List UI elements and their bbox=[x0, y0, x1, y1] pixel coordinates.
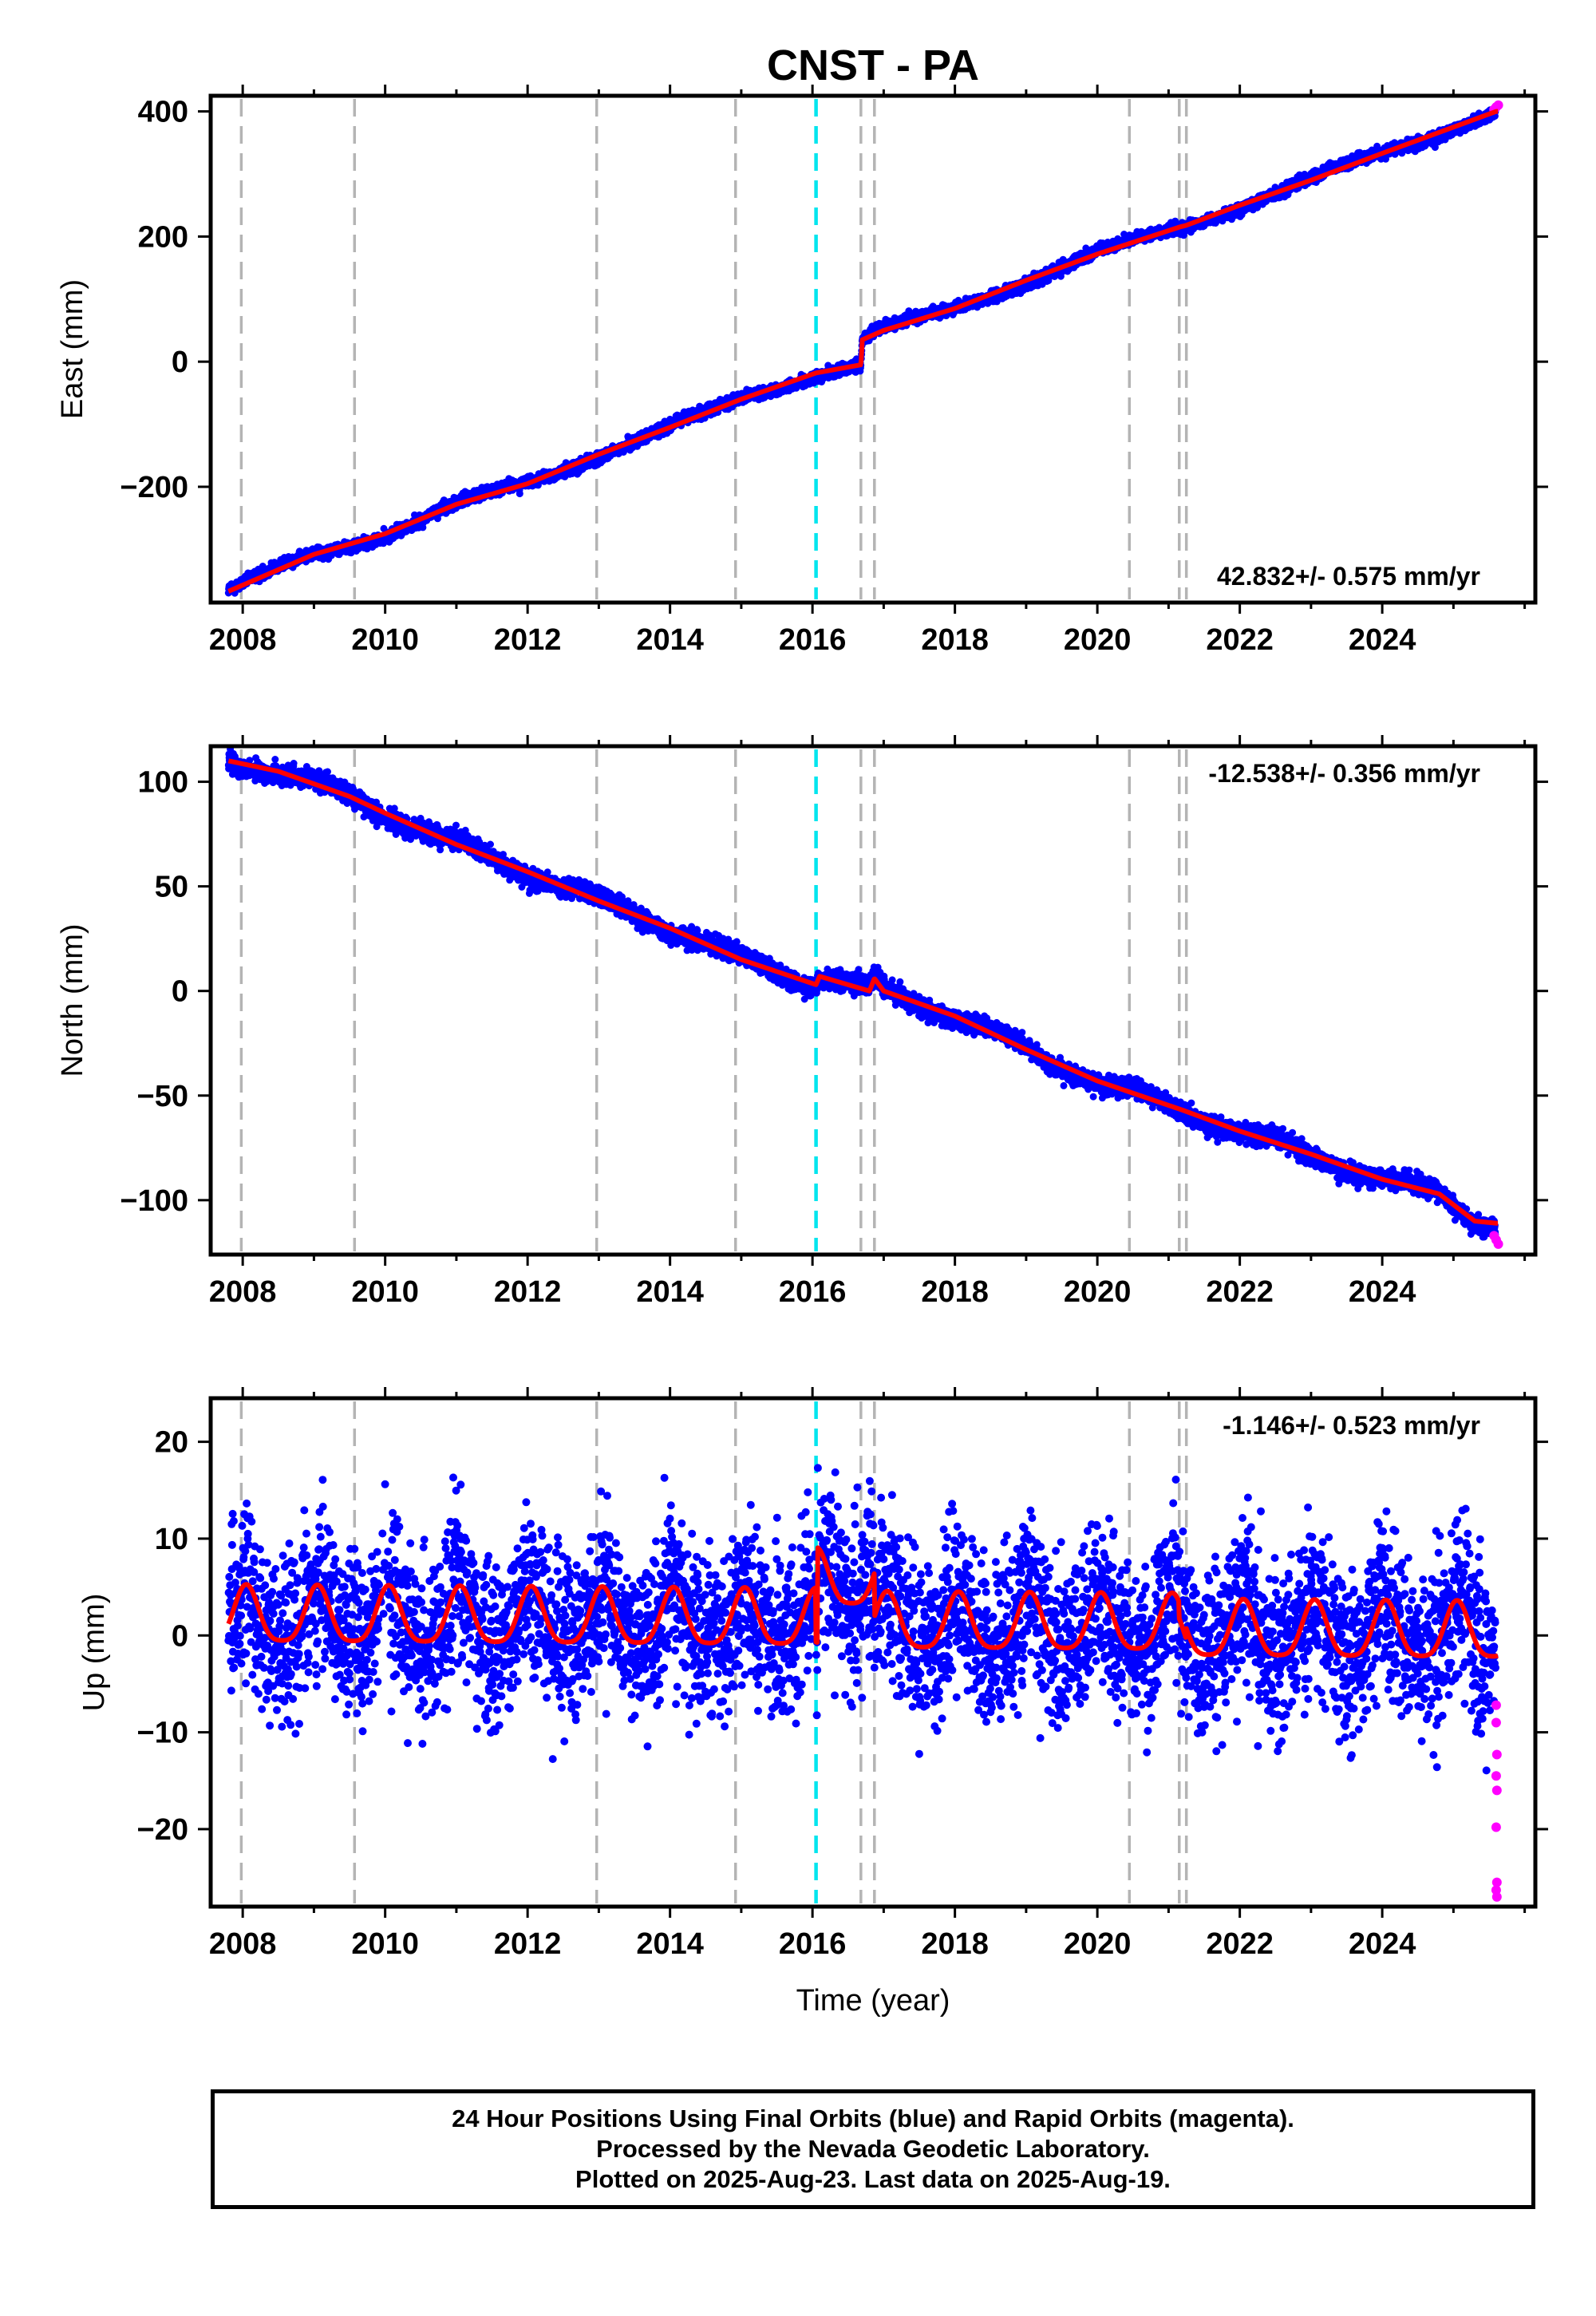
caption-line-2: Processed by the Nevada Geodetic Laborat… bbox=[596, 2135, 1150, 2163]
x-tick-label: 2014 bbox=[636, 623, 704, 657]
y-tick-label: 400 bbox=[138, 96, 188, 129]
x-tick-label: 2008 bbox=[209, 623, 277, 657]
x-tick-label: 2022 bbox=[1206, 623, 1274, 657]
rapid-orbit-point bbox=[1493, 1239, 1503, 1249]
y-tick-label: −200 bbox=[120, 471, 188, 504]
rate-label: -1.146+/- 0.523 mm/yr bbox=[1223, 1411, 1480, 1440]
x-tick-label: 2008 bbox=[209, 1927, 277, 1961]
y-axis-title: East (mm) bbox=[56, 279, 89, 419]
x-tick-label: 2018 bbox=[921, 623, 989, 657]
model-line bbox=[227, 758, 1500, 1226]
y-tick-label: 0 bbox=[172, 1619, 188, 1653]
rapid-orbit-point bbox=[1491, 1771, 1501, 1781]
model-line bbox=[227, 109, 1500, 594]
panel-north: 2008 2010 2012 2014 2016 2018 2020 2022 2024 100 5… bbox=[56, 735, 1548, 1309]
panel-up: 2008 2010 2012 2014 2016 2018 2020 2022 20242010… bbox=[77, 1387, 1548, 2018]
rapid-orbit-point bbox=[1491, 1717, 1501, 1728]
y-tick-label: 0 bbox=[172, 975, 188, 1009]
final-orbit-points bbox=[224, 746, 1499, 1241]
rate-label: -12.538+/- 0.356 mm/yr bbox=[1208, 759, 1480, 788]
x-tick-label: 2018 bbox=[921, 1927, 989, 1961]
plot-frame bbox=[208, 744, 1538, 1257]
rapid-orbit-point bbox=[1491, 1749, 1502, 1760]
y-tick-label: −20 bbox=[137, 1813, 188, 1847]
plot-frame bbox=[208, 1396, 1538, 1909]
rapid-orbit-point bbox=[1491, 1822, 1501, 1832]
plot-frame bbox=[208, 93, 1538, 605]
x-tick-label: 2016 bbox=[779, 1275, 847, 1309]
data-points-north bbox=[224, 746, 1503, 1249]
y-axis-title: Up (mm) bbox=[77, 1594, 111, 1712]
data-points-east bbox=[224, 100, 1503, 597]
caption-box: 24 Hour Positions Using Final Orbits (bl… bbox=[211, 2089, 1535, 2209]
y-tick-label: 200 bbox=[138, 220, 188, 254]
x-tick-label: 2024 bbox=[1349, 1927, 1416, 1961]
panels-group: 2008 2010 2012 2014 2016 2018 2020 2022 20244002… bbox=[56, 85, 1548, 2018]
x-tick-label: 2024 bbox=[1349, 623, 1416, 657]
x-tick-label: 2010 bbox=[351, 623, 419, 657]
y-tick-label: −10 bbox=[137, 1717, 188, 1750]
x-tick-label: 2020 bbox=[1064, 1927, 1132, 1961]
rapid-orbit-point bbox=[1491, 1891, 1502, 1902]
rapid-orbit-point bbox=[1491, 1785, 1502, 1796]
panel-east: 2008 2010 2012 2014 2016 2018 2020 2022 2024 400 2… bbox=[56, 85, 1548, 657]
caption-line-3: Plotted on 2025-Aug-23. Last data on 202… bbox=[575, 2165, 1171, 2193]
caption-line-1: 24 Hour Positions Using Final Orbits (bl… bbox=[452, 2105, 1294, 2132]
model-line bbox=[226, 1545, 1500, 1659]
x-tick-label: 2010 bbox=[351, 1275, 419, 1309]
x-tick-label: 2012 bbox=[494, 1275, 562, 1309]
x-tick-label: 2012 bbox=[494, 1927, 562, 1961]
y-tick-label: −50 bbox=[137, 1080, 188, 1113]
rapid-orbit-point bbox=[1491, 1700, 1501, 1710]
y-tick-label: 50 bbox=[155, 871, 188, 904]
x-tick-label: 2020 bbox=[1064, 1275, 1132, 1309]
final-orbit-points bbox=[224, 1464, 1499, 1775]
x-tick-label: 2012 bbox=[494, 623, 562, 657]
chart-title: CNST - PA bbox=[767, 41, 979, 89]
y-tick-label: 0 bbox=[172, 346, 188, 379]
x-axis-title: Time (year) bbox=[796, 1984, 950, 2018]
x-tick-label: 2016 bbox=[779, 623, 847, 657]
x-tick-label: 2008 bbox=[209, 1275, 277, 1309]
y-tick-label: 20 bbox=[155, 1426, 188, 1460]
x-tick-label: 2022 bbox=[1206, 1927, 1274, 1961]
x-tick-label: 2014 bbox=[636, 1275, 704, 1309]
x-tick-label: 2018 bbox=[921, 1275, 989, 1309]
y-tick-label: 10 bbox=[155, 1523, 188, 1556]
rapid-orbit-point bbox=[1491, 1877, 1502, 1887]
x-tick-label: 2016 bbox=[779, 1927, 847, 1961]
x-tick-label: 2010 bbox=[351, 1927, 419, 1961]
y-axis-title: North (mm) bbox=[56, 923, 89, 1077]
rapid-orbit-point bbox=[1493, 100, 1503, 110]
x-tick-label: 2020 bbox=[1064, 623, 1132, 657]
rate-label: 42.832+/- 0.575 mm/yr bbox=[1217, 562, 1480, 591]
x-tick-label: 2014 bbox=[636, 1927, 704, 1961]
y-tick-label: −100 bbox=[120, 1184, 188, 1218]
x-tick-label: 2022 bbox=[1206, 1275, 1274, 1309]
data-points-up bbox=[224, 1464, 1502, 1902]
y-tick-label: 100 bbox=[138, 766, 188, 800]
x-tick-label: 2024 bbox=[1349, 1275, 1416, 1309]
